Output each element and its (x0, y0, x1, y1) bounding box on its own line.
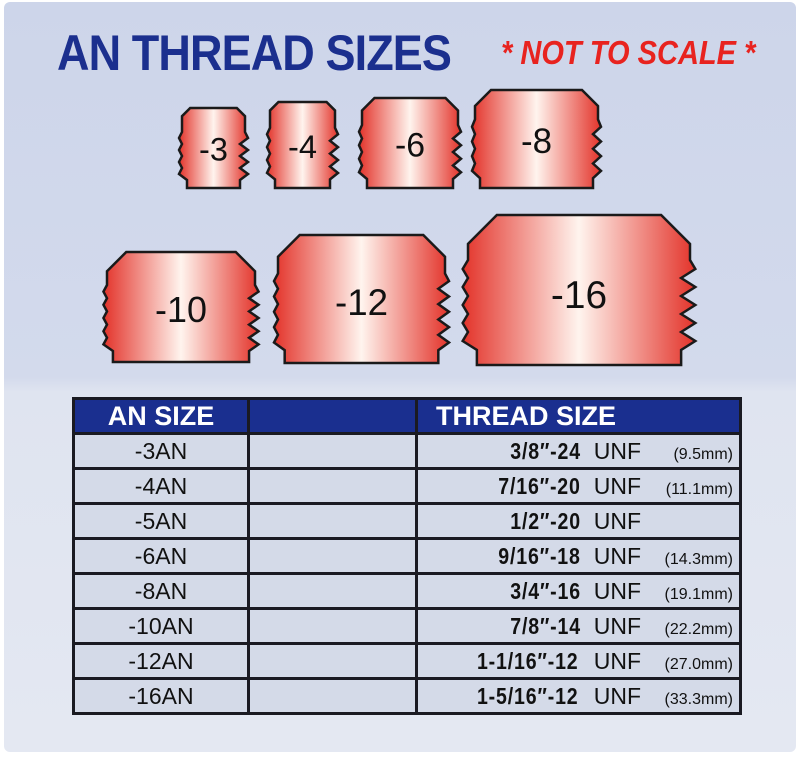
thread-size-cell: 1-5/16″-12 UNF (33.3mm) (415, 677, 742, 715)
thread-spec: 1-5/16″-12 (477, 682, 579, 709)
table-row: -6AN 9/16″-18 UNF (14.3mm) (72, 537, 742, 575)
thread-mm: (11.1mm) (665, 480, 733, 498)
chart-title: AN THREAD SIZES (57, 25, 452, 81)
thread-size-cell: 1-1/16″-12 UNF (27.0mm) (415, 642, 742, 680)
blank-cell (247, 537, 418, 575)
an-size-cell: -8AN (72, 572, 250, 610)
table-row: -5AN 1/2″-20 UNF (72, 502, 742, 540)
table-header-row: AN SIZE THREAD SIZE (72, 397, 742, 435)
fitting-dash3: -3 (177, 106, 251, 190)
fitting-dash4: -4 (265, 100, 340, 190)
an-size-cell: -12AN (72, 642, 250, 680)
thread-spec: 3/8″-24 (510, 437, 582, 464)
fitting-shape (101, 250, 261, 364)
an-size-cell: -4AN (72, 467, 250, 505)
table-row: -3AN 3/8″-24 UNF (9.5mm) (72, 432, 742, 470)
thread-size-cell: 7/16″-20 UNF (11.1mm) (415, 467, 742, 505)
fittings-illustration: -3 -4 -6 -8 -10 -12 -16 (101, 88, 698, 367)
fitting-label: -8 (521, 122, 552, 161)
thread-mm: (27.0mm) (664, 655, 733, 673)
table-row: -12AN 1-1/16″-12 UNF (27.0mm) (72, 642, 742, 680)
thread-spec: 1/2″-20 (510, 507, 582, 534)
table-row: -4AN 7/16″-20 UNF (11.1mm) (72, 467, 742, 505)
fitting-shape (272, 233, 452, 365)
blank-cell (247, 642, 418, 680)
thread-size-cell: 3/4″-16 UNF (19.1mm) (415, 572, 742, 610)
thread-unit: UNF (593, 542, 641, 569)
an-thread-chart: AN THREAD SIZES * NOT TO SCALE * -3 -4 -6-… (4, 2, 796, 752)
blank-cell (247, 502, 418, 540)
fitting-shape (460, 213, 698, 367)
thread-unit: UNF (593, 577, 641, 604)
fitting-dash10: -10 (101, 250, 261, 364)
an-size-cell: -3AN (72, 432, 250, 470)
thread-spec: 9/16″-18 (497, 542, 581, 569)
header-thread-size: THREAD SIZE (415, 397, 742, 435)
thread-unit: UNF (593, 437, 641, 464)
table-row: -8AN 3/4″-16 UNF (19.1mm) (72, 572, 742, 610)
table-row: -16AN 1-5/16″-12 UNF (33.3mm) (72, 677, 742, 715)
table-row: -10AN 7/8″-14 UNF (22.2mm) (72, 607, 742, 645)
an-size-cell: -16AN (72, 677, 250, 715)
thread-size-cell: 1/2″-20 UNF (415, 502, 742, 540)
fitting-dash12: -12 (272, 233, 452, 365)
blank-cell (247, 572, 418, 610)
thread-size-cell: 7/8″-14 UNF (22.2mm) (415, 607, 742, 645)
thread-unit: UNF (593, 682, 641, 709)
blank-cell (247, 607, 418, 645)
fitting-label: -4 (288, 128, 317, 165)
fitting-dash16: -16 (460, 213, 698, 367)
an-size-cell: -5AN (72, 502, 250, 540)
fitting-shape (357, 96, 463, 190)
thread-spec: 3/4″-16 (510, 577, 582, 604)
thread-mm: (14.3mm) (664, 550, 733, 568)
header-an-size: AN SIZE (72, 397, 250, 435)
fitting-dash8: -8 (470, 88, 603, 190)
thread-spec: 7/16″-20 (497, 472, 581, 499)
thread-mm: (33.3mm) (664, 690, 733, 708)
header-blank (247, 397, 418, 435)
thread-size-cell: 9/16″-18 UNF (14.3mm) (415, 537, 742, 575)
fitting-dash6: -6 (357, 96, 463, 190)
thread-unit: UNF (593, 472, 641, 499)
not-to-scale-note: * NOT TO SCALE * (501, 34, 756, 71)
fitting-label: -10 (155, 289, 207, 330)
an-size-cell: -6AN (72, 537, 250, 575)
fitting-shape (265, 100, 340, 190)
fitting-shape (177, 106, 251, 190)
an-size-cell: -10AN (72, 607, 250, 645)
thread-mm: (22.2mm) (664, 620, 733, 638)
thread-size-cell: 3/8″-24 UNF (9.5mm) (415, 432, 742, 470)
thread-size-table: AN SIZE THREAD SIZE -3AN 3/8″-24 UNF (9.5mm… (72, 397, 742, 715)
fitting-shape (470, 88, 603, 190)
thread-unit: UNF (593, 647, 641, 674)
thread-spec: 1-1/16″-12 (477, 647, 579, 674)
thread-unit: UNF (593, 507, 641, 534)
blank-cell (247, 432, 418, 470)
thread-mm: (19.1mm) (664, 585, 733, 603)
blank-cell (247, 677, 418, 715)
thread-mm: (9.5mm) (673, 445, 733, 463)
thread-spec: 7/8″-14 (510, 612, 582, 639)
fitting-label: -16 (551, 274, 607, 317)
fitting-label: -6 (395, 126, 425, 164)
fitting-label: -12 (335, 282, 388, 323)
thread-unit: UNF (593, 612, 641, 639)
fitting-label: -3 (199, 132, 228, 168)
blank-cell (247, 467, 418, 505)
